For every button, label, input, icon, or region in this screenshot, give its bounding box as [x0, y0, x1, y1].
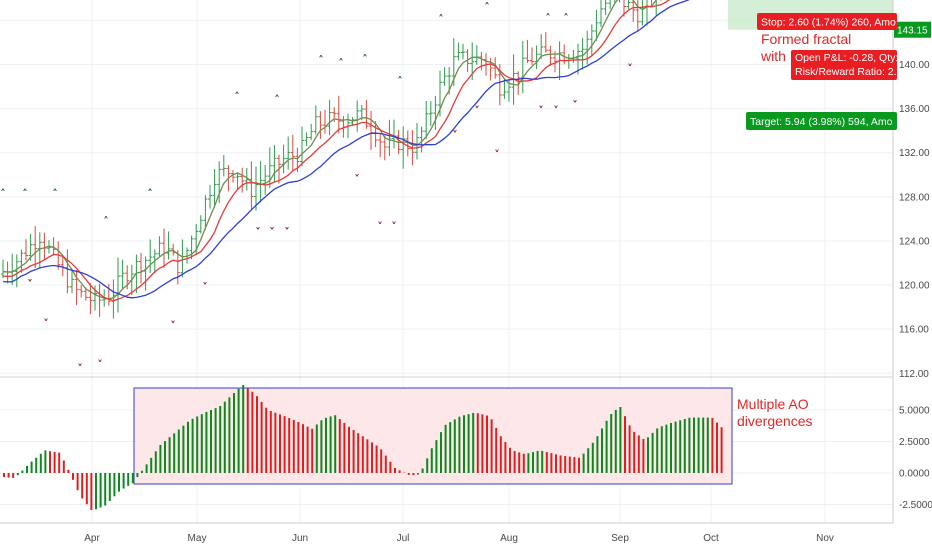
- fractal-down-marker: ˅: [494, 148, 500, 161]
- fractal-down-marker: ˅: [77, 362, 83, 375]
- fractal-down-marker: ˅: [538, 104, 544, 117]
- price-tag-label: 143.15: [897, 26, 928, 37]
- fractal-up-marker: ˄: [22, 187, 28, 200]
- fractal-down-marker: ˅: [452, 128, 458, 141]
- fractal-up-marker: ˄: [0, 187, 6, 200]
- price-tag-box: [894, 21, 931, 38]
- fractal-down-marker: ˅: [43, 317, 49, 330]
- fractal-down-marker: ˅: [627, 62, 633, 75]
- position-labels: Stop: 2.60 (1.74%) 260, Amo Target: 5.94…: [746, 13, 898, 130]
- ao-note-line2: divergences: [737, 413, 813, 429]
- target-label-box: [746, 112, 897, 130]
- fractal-down-marker: ˅: [269, 225, 275, 238]
- moving-averages: [2, 0, 690, 302]
- pnl-label-box: [791, 50, 897, 80]
- fractal-up-marker: ˄: [438, 13, 444, 26]
- fractal-down-marker: ˅: [97, 358, 103, 371]
- fractal-note-line2: with: [760, 48, 786, 64]
- time-tick-label: Aug: [500, 533, 518, 544]
- ao-tick-label: -2.5000: [899, 500, 932, 511]
- risk-reward-label: Risk/Reward Ratio: 2.: [795, 66, 897, 78]
- fractal-down-marker: ˅: [284, 225, 290, 238]
- fractal-up-marker: ˄: [147, 187, 153, 200]
- awesome-oscillator-pane: [0, 376, 893, 511]
- fractal-note-line1: Formed fractal: [761, 31, 851, 47]
- fractal-up-marker: ˄: [545, 11, 551, 24]
- fractal-down-marker: ˅: [255, 225, 261, 238]
- fractal-down-marker: ˅: [474, 104, 480, 117]
- fractal-up-marker: ˄: [234, 90, 240, 103]
- stop-label: Stop: 2.60 (1.74%) 260, Amo: [761, 17, 896, 29]
- fractal-down-marker: ˅: [553, 104, 559, 117]
- ao-tick-label: 0.0000: [899, 469, 930, 480]
- fractal-down-marker: ˅: [27, 277, 33, 290]
- target-label: Target: 5.94 (3.98%) 594, Amo: [750, 116, 893, 128]
- fractal-down-marker: ˅: [572, 99, 578, 112]
- fractal-up-marker: ˄: [397, 74, 403, 87]
- price-tick-label: 120.00: [899, 281, 930, 292]
- time-tick-label: Jun: [292, 533, 308, 544]
- pnl-label: Open P&L: -0.28, Qty:: [795, 52, 898, 64]
- fractal-down-marker: ˅: [354, 172, 360, 185]
- fractal-down-marker: ˅: [202, 281, 208, 294]
- ao-tick-label: 2.5000: [899, 437, 930, 448]
- fractal-markers: ˄˄˄˄˄˄˄˄˄˄˄˄˄˄˄˄˄˄˄˅˅˅˅˅˅˅˅˅˅˅˅˅˅˅˅˅˅˅: [0, 0, 633, 375]
- fractal-up-marker: ˄: [362, 52, 368, 65]
- time-tick-label: Oct: [703, 533, 719, 544]
- price-tick-label: 128.00: [899, 192, 930, 203]
- time-tick-label: Sep: [611, 533, 629, 544]
- fractal-up-marker: ˄: [563, 11, 569, 24]
- annotations: Formed fractal with Multiple AO divergen…: [737, 31, 851, 429]
- medium-ma-line: [2, 0, 671, 302]
- fast-ma-line: [2, 0, 657, 300]
- ao-note-line1: Multiple AO: [737, 396, 809, 412]
- fractal-up-marker: ˄: [318, 53, 324, 66]
- fractal-up-marker: ˄: [338, 57, 344, 70]
- fractal-up-marker: ˄: [484, 0, 490, 13]
- time-tick-label: Jul: [397, 533, 410, 544]
- fractal-up-marker: ˄: [274, 93, 280, 106]
- time-tick-label: May: [188, 533, 207, 544]
- price-tick-label: 140.00: [899, 60, 930, 71]
- price-tick-label: 124.00: [899, 236, 930, 247]
- stop-label-box: [757, 13, 897, 30]
- fractal-down-marker: ˅: [391, 220, 397, 233]
- fractal-up-marker: ˄: [103, 214, 109, 227]
- time-tick-label: Apr: [84, 533, 100, 544]
- price-tick-label: 136.00: [899, 104, 930, 115]
- slow-ma-line: [2, 0, 690, 299]
- price-tick-label: 116.00: [899, 325, 929, 336]
- price-tick-label: 112.00: [899, 369, 929, 380]
- time-tick-label: Nov: [816, 533, 834, 544]
- divergence-box: [133, 387, 733, 485]
- ao-tick-label: 5.0000: [899, 406, 930, 417]
- price-candles: [1, 0, 662, 319]
- fractal-down-marker: ˅: [170, 319, 176, 332]
- price-tick-label: 132.00: [899, 148, 930, 159]
- fractal-down-marker: ˅: [377, 220, 383, 233]
- fractal-up-marker: ˄: [52, 187, 58, 200]
